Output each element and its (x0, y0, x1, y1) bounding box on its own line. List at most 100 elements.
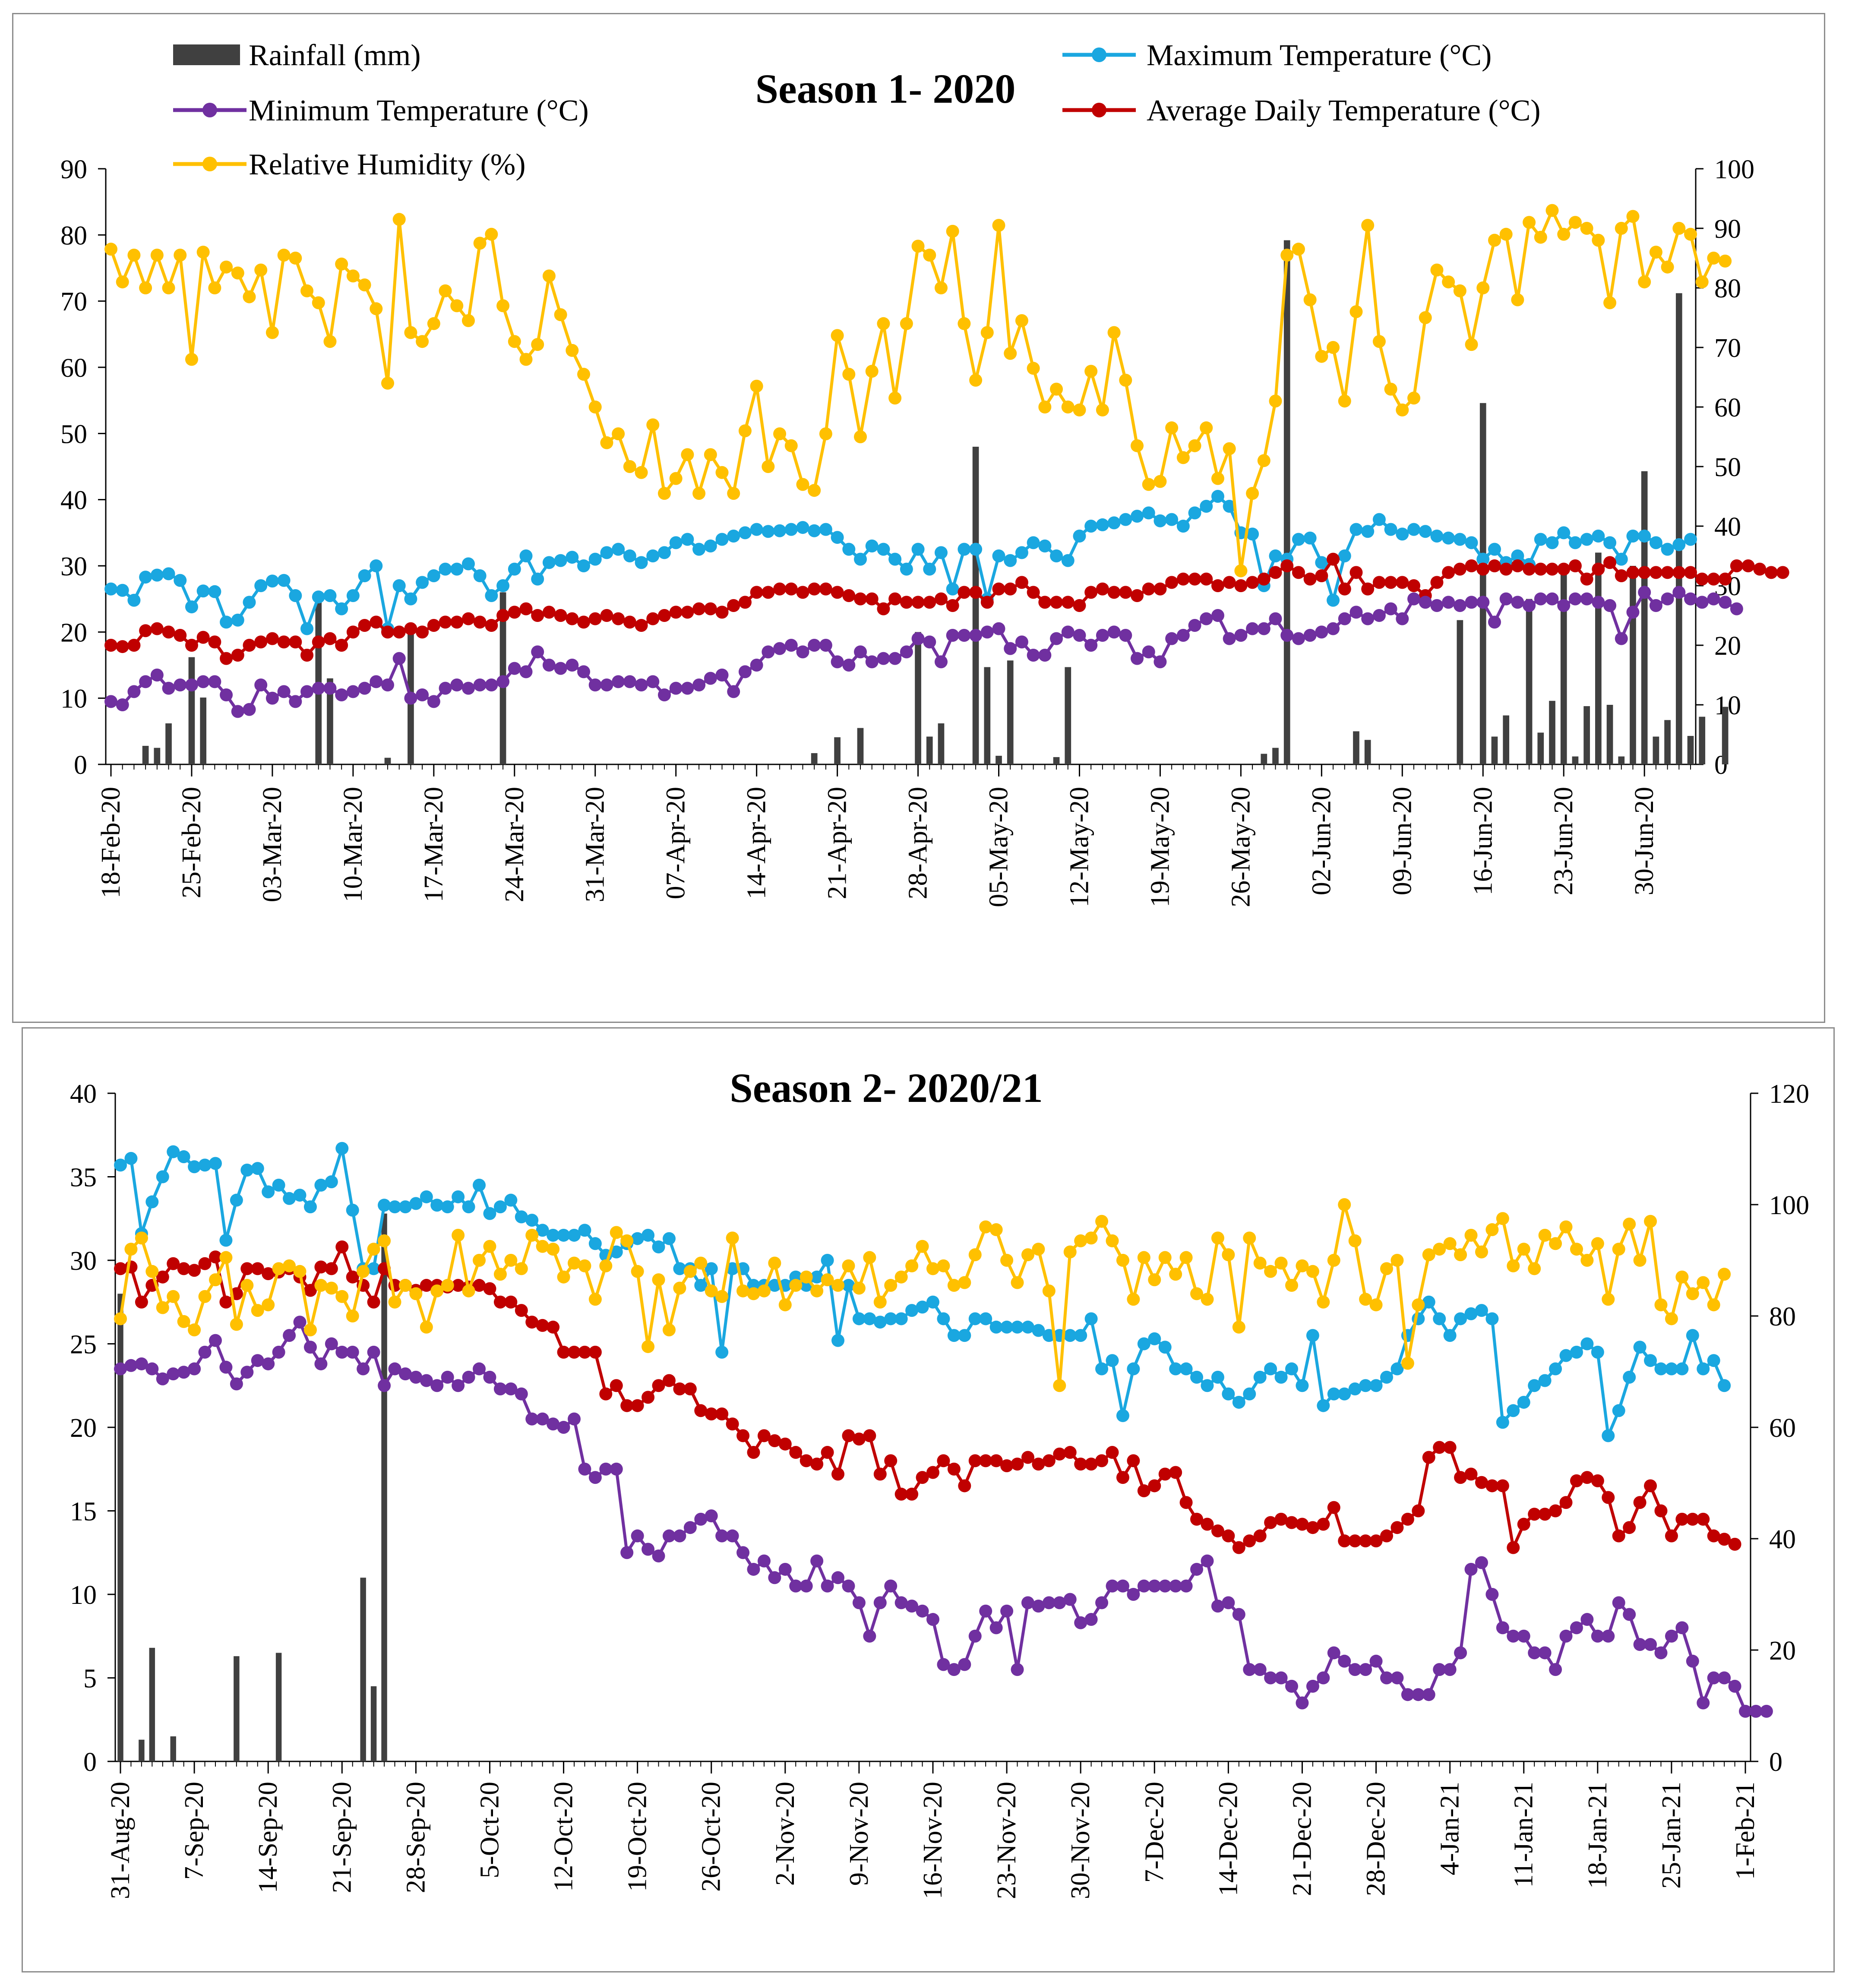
left-tick-label: 50 (60, 420, 87, 449)
min_temp-point (1315, 625, 1328, 639)
min_temp-point (669, 682, 683, 695)
max_temp-point (265, 574, 279, 588)
humidity-point (773, 427, 787, 441)
avg_temp-point (946, 599, 959, 612)
max_temp-point (1038, 540, 1052, 552)
humidity-point (968, 1248, 982, 1262)
max_temp-point (346, 589, 360, 602)
avg_temp-point (762, 586, 775, 599)
min_temp-point (219, 1360, 233, 1374)
max_temp-point (1223, 500, 1236, 513)
max_temp-point (1327, 593, 1340, 607)
avg_temp-point (1511, 559, 1524, 572)
min_temp-point (441, 1370, 454, 1384)
max_temp-point (1507, 1404, 1520, 1417)
humidity-point (1523, 216, 1536, 229)
max_temp-point (1021, 1320, 1034, 1334)
humidity-point (1190, 1287, 1204, 1300)
humidity-point (430, 1284, 444, 1297)
min_temp-point (1749, 1704, 1763, 1718)
min_temp-point (923, 635, 936, 649)
rainfall-bar (1664, 720, 1671, 764)
humidity-point (1559, 1220, 1573, 1234)
min_temp-point (262, 1357, 275, 1370)
min_temp-point (404, 691, 417, 705)
max_temp-point (139, 571, 152, 584)
avg_temp-point (1684, 566, 1697, 579)
min_temp-point (196, 675, 210, 688)
min_temp-point (1285, 1679, 1299, 1693)
avg_temp-point (1776, 566, 1789, 579)
min_temp-point (884, 1579, 898, 1593)
max_temp-point (1050, 549, 1063, 562)
avg_temp-point (1280, 559, 1294, 572)
max_temp-point (1131, 510, 1144, 523)
min_temp-point (300, 685, 314, 698)
rainfall-bar (1560, 566, 1567, 764)
min_temp-point (1517, 1629, 1530, 1643)
left-tick-label: 80 (60, 221, 87, 250)
humidity-point (196, 246, 210, 259)
avg_temp-point (150, 622, 164, 635)
max_temp-point (536, 1224, 549, 1237)
humidity-point (1633, 1254, 1647, 1267)
min_temp-point (1327, 622, 1340, 635)
humidity-point (114, 1312, 127, 1325)
min_temp-point (156, 1372, 169, 1385)
humidity-point (1369, 1298, 1383, 1312)
humidity-point (188, 1323, 201, 1337)
humidity-point (1348, 1234, 1362, 1247)
avg_temp-point (1391, 1521, 1404, 1534)
humidity-point (989, 1223, 1003, 1237)
humidity-point (1165, 421, 1179, 435)
max_temp-point (335, 602, 348, 615)
humidity-point (1412, 1298, 1425, 1312)
avg_temp-point (831, 586, 844, 599)
humidity-point (177, 1315, 190, 1328)
min_temp-point (515, 1387, 528, 1401)
humidity-point (1253, 1256, 1267, 1270)
min_temp-point (1165, 632, 1179, 645)
max_temp-point (1107, 516, 1121, 530)
humidity-point (652, 1273, 665, 1287)
right-tick-label: 40 (1769, 1525, 1796, 1554)
max_temp-point (196, 584, 210, 598)
min_temp-point (188, 1362, 201, 1376)
min_temp-point (381, 678, 394, 691)
avg_temp-point (980, 596, 994, 609)
min_temp-point (1419, 596, 1432, 609)
min_temp-point (525, 1412, 539, 1426)
max_temp-point (894, 1312, 908, 1325)
max_temp-point (1496, 1416, 1509, 1429)
humidity-point (1107, 326, 1121, 339)
humidity-point (577, 368, 591, 381)
left-tick-label: 90 (60, 155, 87, 184)
max_temp-point (1269, 549, 1282, 562)
avg_temp-point (1728, 1537, 1741, 1551)
humidity-point (162, 281, 175, 294)
min_temp-point (757, 1554, 771, 1568)
max_temp-point (404, 592, 417, 606)
max_temp-point (905, 1304, 919, 1317)
x-tick-label: 9-Nov-20 (844, 1782, 874, 1886)
humidity-point (1464, 1228, 1478, 1242)
min_temp-point (646, 675, 660, 688)
avg_temp-point (1253, 1529, 1267, 1543)
min_temp-point (842, 659, 856, 672)
avg_temp-point (346, 625, 360, 639)
avg_temp-point (114, 1262, 127, 1275)
avg_temp-point (504, 1295, 518, 1309)
max_temp-point (1697, 1362, 1710, 1376)
humidity-point (1349, 305, 1363, 319)
max_temp-point (1032, 1324, 1045, 1337)
humidity-point (209, 1273, 222, 1287)
min_temp-point (208, 675, 221, 688)
x-tick-label: 28-Apr-20 (904, 787, 933, 899)
rainfall-bar (1491, 736, 1498, 764)
min_temp-point (367, 1345, 380, 1359)
max_temp-point (1338, 549, 1351, 562)
max_temp-point (642, 1228, 655, 1242)
avg_temp-point (1232, 1541, 1245, 1554)
rainfall-bar (857, 728, 864, 764)
max_temp-point (694, 1279, 708, 1292)
